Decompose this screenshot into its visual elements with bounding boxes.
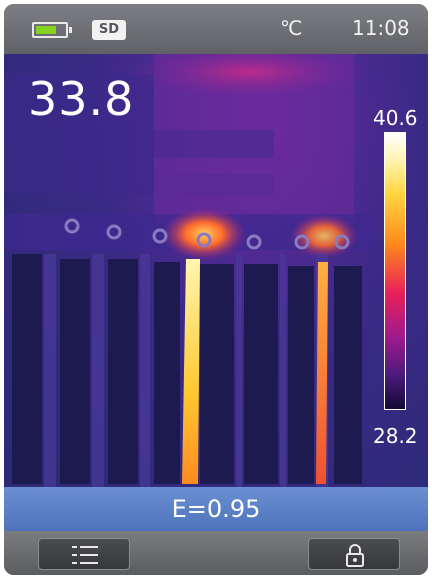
scale-max-temperature: 40.6 (373, 106, 418, 130)
battery-icon (32, 22, 72, 38)
battery-level (36, 26, 56, 34)
emissivity-readout: E=0.95 (4, 487, 428, 531)
menu-button[interactable] (38, 538, 130, 570)
temperature-unit: ℃ (280, 16, 303, 40)
temperature-color-scale (384, 132, 406, 410)
thermal-scene (4, 54, 374, 487)
center-temperature: 33.8 (28, 72, 135, 126)
sd-card-badge: SD (92, 20, 126, 40)
status-bar: SD ℃ 11:08 (4, 4, 428, 54)
menu-list-icon (72, 546, 98, 564)
clock: 11:08 (352, 16, 410, 40)
scale-min-temperature: 28.2 (373, 424, 418, 448)
thermal-camera-screen: SD ℃ 11:08 (4, 4, 428, 575)
soft-key-bar (4, 531, 428, 575)
thermal-image: 33.8 40.6 28.2 (4, 54, 428, 487)
lock-button[interactable] (308, 538, 400, 570)
lock-icon (346, 544, 364, 567)
